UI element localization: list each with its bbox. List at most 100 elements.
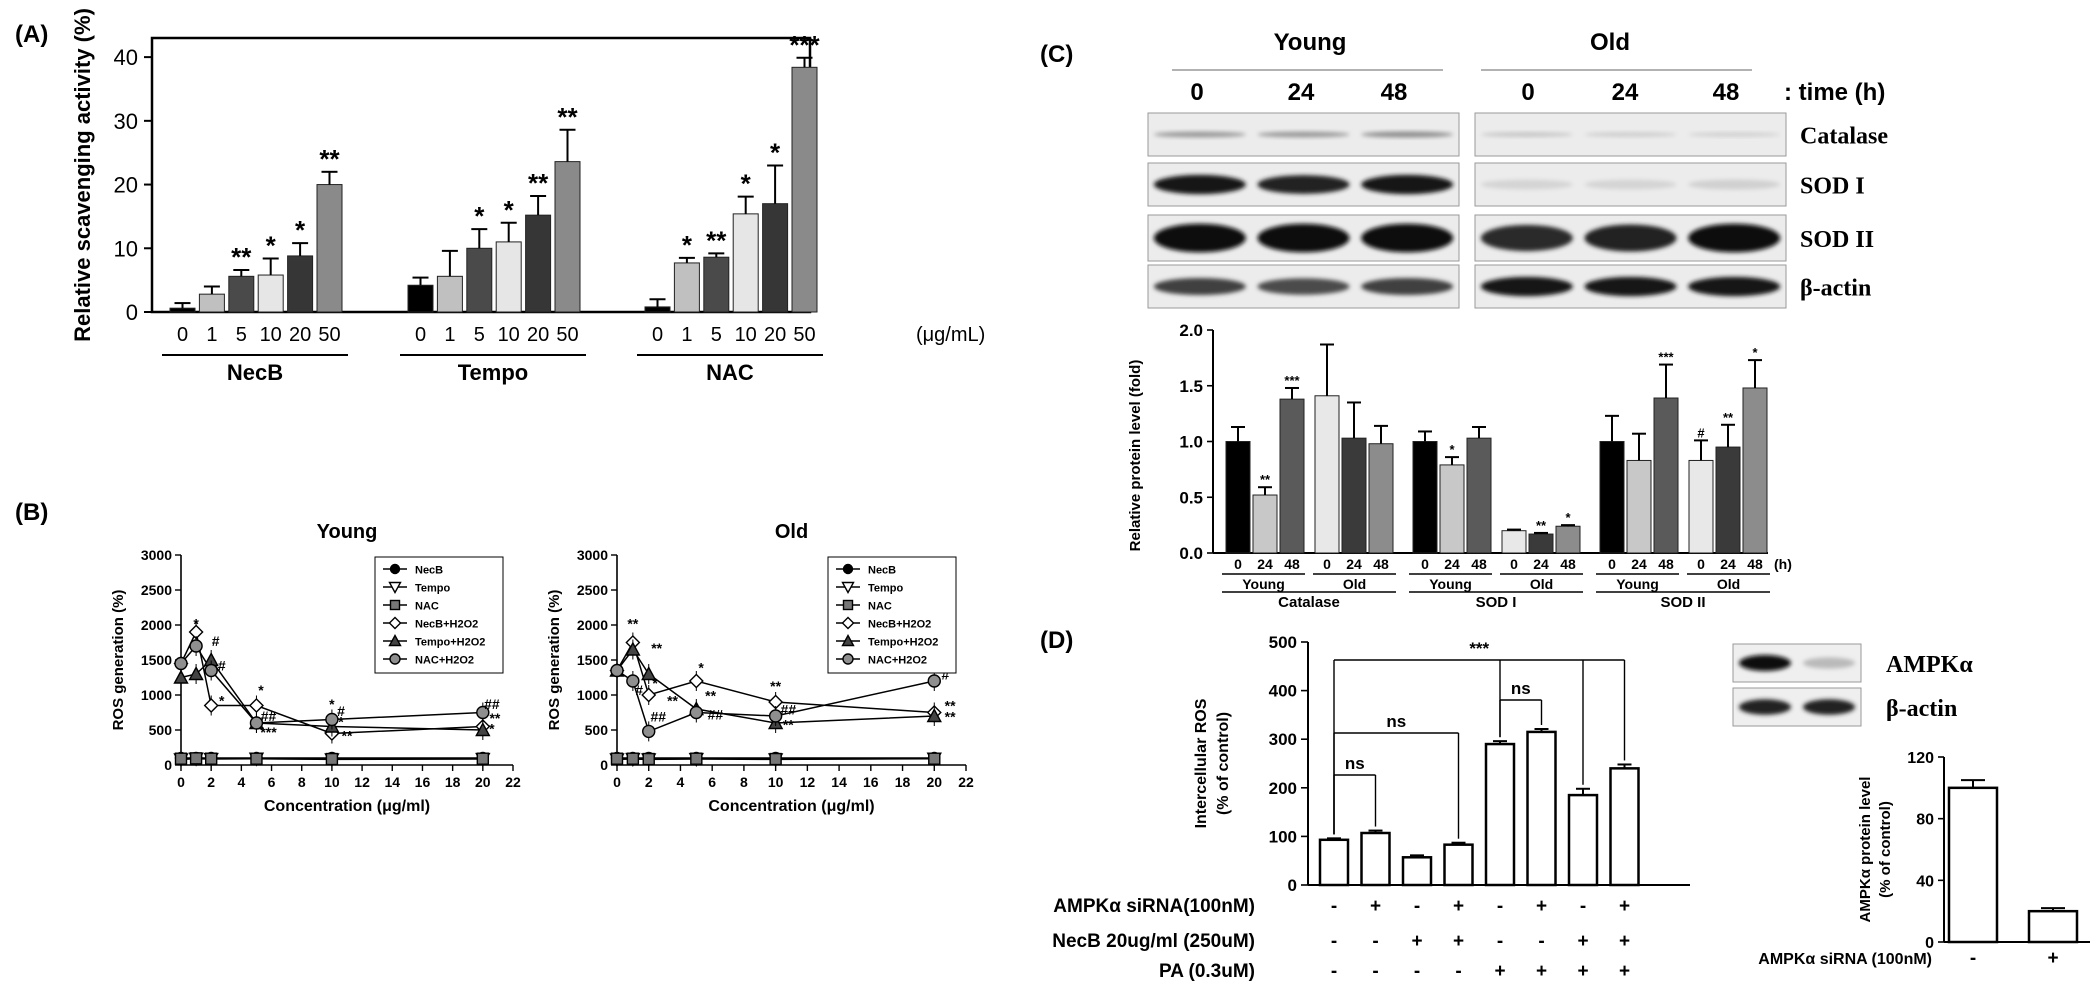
data-point (641, 687, 657, 703)
data-point (926, 708, 942, 723)
blot-row-label: Catalase (1800, 124, 1888, 150)
x-tick-label: 18 (895, 774, 911, 790)
bar (1318, 838, 1350, 887)
legend-marker (842, 599, 854, 611)
legend-label: Tempo (868, 583, 904, 595)
data-point (642, 752, 655, 766)
blot-band (1688, 223, 1781, 253)
bar (436, 275, 463, 313)
bar (495, 241, 522, 313)
data-point (768, 709, 783, 723)
blot-band (1688, 179, 1781, 190)
data-point (690, 752, 703, 765)
blot-row-label: β-actin (1800, 276, 1871, 302)
x-tick-label: 0 (652, 324, 663, 346)
data-point (188, 666, 204, 681)
blot-time-label: 24 (1612, 79, 1639, 106)
y-tick-label: 0 (1925, 935, 1934, 952)
subgroup-label: Old (1530, 576, 1553, 592)
y-tick-label: 30 (114, 109, 138, 134)
condition-sign: - (1414, 896, 1420, 917)
x-tick-label: 10 (768, 774, 784, 790)
bar (644, 306, 671, 313)
condition-sign: - (1497, 896, 1503, 917)
bar (1341, 437, 1367, 554)
bar (1742, 387, 1768, 554)
bar (703, 256, 730, 313)
y-tick-label: 40 (114, 45, 138, 70)
y-tick-label: 10 (114, 236, 138, 261)
x-tick-label: 10 (260, 324, 282, 346)
blot-band (1257, 131, 1350, 138)
condition-sign: + (1370, 896, 1381, 917)
y-tick-label: 0 (600, 757, 608, 773)
y-tick-label: 1500 (141, 652, 172, 668)
bar (1314, 395, 1340, 554)
x-tick-label: 1 (206, 324, 217, 346)
bracket-label: *** (1469, 639, 1489, 658)
blot-band (1803, 657, 1855, 669)
x-tick-label: 20 (764, 324, 786, 346)
y-axis-label: ROS generation (%) (546, 590, 563, 731)
condition-sign: - (1331, 961, 1337, 982)
condition-sign: + (1577, 961, 1588, 982)
x-tick-label: 0 (1510, 556, 1518, 572)
chart-d-ros: 0 100 200 300 400 500 Intercellular ROS (% of c… (1052, 633, 1690, 982)
x-tick-label: 50 (318, 324, 340, 346)
panel-label-d: (D) (1040, 627, 1073, 654)
significance: *** (1658, 350, 1674, 365)
annotation: ** (627, 616, 638, 632)
legend-label: Tempo (415, 583, 451, 595)
significance: * (474, 201, 485, 231)
bar (169, 307, 196, 313)
x-tick-label: 12 (800, 774, 816, 790)
blot-row-label: SOD II (1800, 227, 1874, 253)
data-point (203, 698, 219, 713)
blot-band (1480, 179, 1573, 190)
blot-row-label: SOD I (1800, 174, 1865, 200)
significance: *** (789, 30, 820, 60)
y-axis-label: AMPKα protein level (1857, 777, 1874, 923)
data-point (475, 722, 491, 737)
blot-band (1361, 277, 1454, 296)
condition-sign: - (1372, 961, 1378, 982)
bracket-label: ns (1345, 754, 1365, 773)
bar (1528, 533, 1554, 554)
bar (1526, 730, 1557, 887)
annotation: # (635, 682, 643, 698)
data-point (610, 752, 624, 765)
blot-band (1361, 174, 1454, 195)
data-point (174, 752, 188, 765)
condition-sign: - (1497, 931, 1503, 952)
legend-label: NecB+H2O2 (415, 619, 478, 631)
x-tick-label: 0 (177, 324, 188, 346)
annotation: * (698, 660, 704, 676)
x-tick-label: 0 (1697, 556, 1705, 572)
annotation: ** (342, 728, 353, 744)
blot-band (1584, 179, 1677, 190)
x-tick-label: 1 (681, 324, 692, 346)
y-tick-label: 0 (1288, 876, 1297, 895)
annotation: ** (945, 709, 956, 725)
data-point (248, 698, 264, 713)
blot-time-label: 48 (1381, 79, 1408, 106)
group-label: Catalase (1278, 594, 1340, 611)
blot-band (1257, 223, 1350, 253)
x-tick-label: 20 (475, 774, 491, 790)
blot-time-label: 0 (1190, 79, 1203, 106)
blot-band (1257, 175, 1350, 194)
group-label: SOD II (1660, 594, 1705, 611)
blot-band (1480, 276, 1573, 297)
panel-label-a: (A) (15, 21, 48, 48)
condition-sign: + (1536, 896, 1547, 917)
y-axis-label: (% of control) (1877, 801, 1894, 898)
significance: * (504, 195, 515, 225)
blot-band (1739, 655, 1791, 671)
data-point (250, 752, 263, 765)
x-tick-label: 48 (1373, 556, 1389, 572)
annotation: *** (260, 724, 277, 740)
x-tick-label: 24 (1346, 556, 1362, 572)
data-point (769, 752, 782, 766)
